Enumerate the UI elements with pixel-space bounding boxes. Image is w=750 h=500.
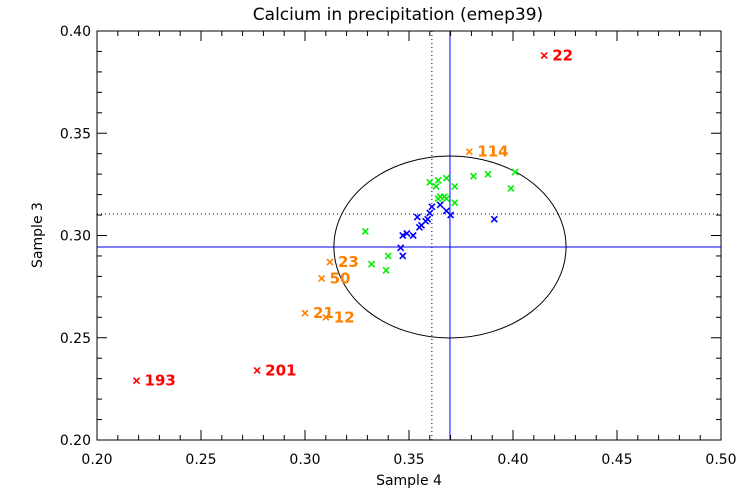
data-point xyxy=(465,148,473,156)
y-tick-label: 0.25 xyxy=(60,331,91,347)
point-label: 201 xyxy=(265,361,296,379)
data-point xyxy=(322,313,330,321)
data-point xyxy=(428,203,436,211)
x-axis-label: Sample 4 xyxy=(376,473,442,489)
data-point xyxy=(413,213,421,221)
data-point xyxy=(451,199,459,207)
data-point xyxy=(253,366,261,375)
data-point xyxy=(426,178,434,186)
x-tick-label: 0.20 xyxy=(81,452,112,468)
data-point xyxy=(301,309,309,317)
confidence-ellipse xyxy=(333,155,567,339)
data-point xyxy=(447,211,455,219)
data-point xyxy=(318,274,326,283)
data-point xyxy=(511,168,519,176)
x-tick-label: 0.25 xyxy=(185,452,216,468)
y-tick-label: 0.35 xyxy=(60,126,91,142)
data-point xyxy=(367,260,376,268)
x-tick-label: 0.40 xyxy=(497,452,528,468)
data-point xyxy=(399,231,407,240)
data-point xyxy=(434,176,442,184)
x-tick-label: 0.30 xyxy=(289,452,320,468)
point-label: 21 xyxy=(313,304,334,322)
point-label: 114 xyxy=(477,143,508,161)
data-point xyxy=(409,231,417,240)
point-label: 23 xyxy=(338,253,359,271)
data-point xyxy=(490,215,498,223)
x-tick-label: 0.35 xyxy=(393,452,424,468)
data-point xyxy=(507,184,515,193)
data-point xyxy=(399,252,407,260)
data-point xyxy=(384,252,392,260)
data-point xyxy=(426,209,434,217)
y-axis-label: Sample 3 xyxy=(30,202,46,268)
data-point xyxy=(403,229,411,238)
data-point xyxy=(361,227,369,235)
point-label: 12 xyxy=(334,308,355,326)
chart-title: Calcium in precipitation (emep39) xyxy=(253,5,543,25)
data-point xyxy=(132,377,141,385)
data-point xyxy=(442,174,451,182)
y-tick-label: 0.20 xyxy=(60,433,91,449)
data-point xyxy=(436,201,444,209)
data-point xyxy=(415,223,423,231)
point-label: 22 xyxy=(552,47,573,65)
y-tick-label: 0.40 xyxy=(60,24,91,40)
data-point xyxy=(484,170,492,178)
y-tick-label: 0.30 xyxy=(60,229,91,245)
data-point xyxy=(422,217,430,225)
data-point xyxy=(540,51,548,60)
point-label: 50 xyxy=(330,269,351,287)
data-point xyxy=(442,195,451,203)
series-central xyxy=(397,201,498,260)
data-point xyxy=(397,244,405,252)
data-point xyxy=(451,182,459,190)
x-tick-label: 0.45 xyxy=(601,452,632,468)
x-tick-label: 0.50 xyxy=(705,452,736,468)
data-point xyxy=(326,258,334,266)
data-point xyxy=(432,182,440,190)
series-outlier: 22 193 201 xyxy=(132,47,573,390)
point-label: 193 xyxy=(145,372,176,390)
data-point xyxy=(382,266,390,274)
data-point xyxy=(469,172,478,180)
series-inside-ellipse xyxy=(361,168,519,274)
